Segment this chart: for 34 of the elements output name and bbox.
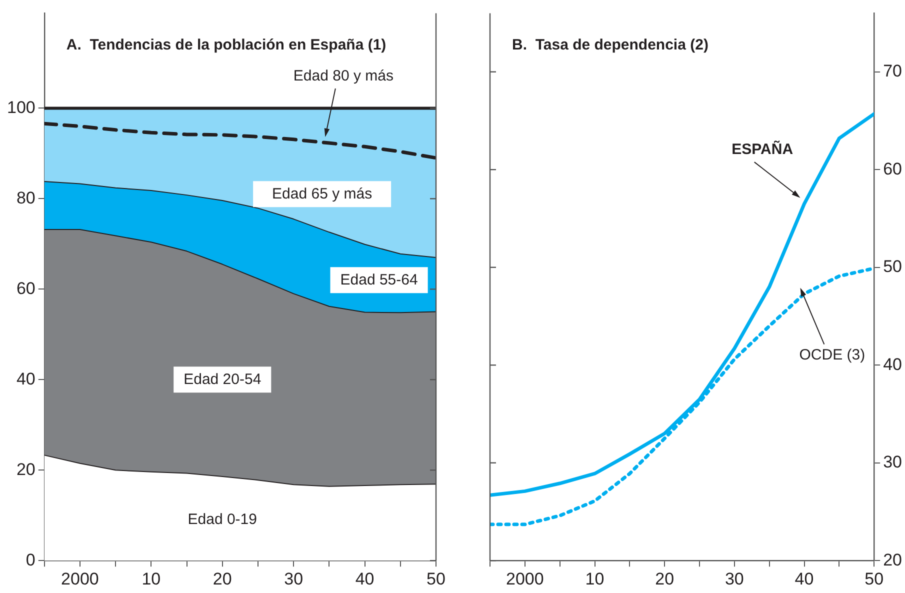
text: B. Tasa de dependencia (2) <box>512 36 708 54</box>
series-label: Edad 55-64 <box>340 271 418 288</box>
text: Edad 80 y más <box>293 68 394 85</box>
x-tick-label: 2000 <box>61 569 99 588</box>
x-tick-label: 20 <box>655 569 674 588</box>
text: A. Tendencias de la población en España (1) <box>66 36 386 54</box>
text: ESPAÑA <box>732 140 794 158</box>
x-tick-label: 10 <box>585 569 604 588</box>
x-tick-label: 30 <box>284 569 304 588</box>
x-tick-label: 10 <box>142 569 161 588</box>
y-tick-label: 40 <box>16 369 36 388</box>
y-tick-label: 100 <box>6 98 36 117</box>
y-tick-label: 50 <box>883 257 902 276</box>
x-tick-label: 20 <box>212 569 232 588</box>
y-tick-label: 60 <box>883 159 902 178</box>
y-tick-label: 20 <box>883 550 902 570</box>
y-tick-label: 60 <box>16 278 36 298</box>
x-tick-label: 40 <box>355 569 374 588</box>
x-tick-label: 2000 <box>506 569 544 588</box>
series-label: Edad 0-19 <box>188 511 257 528</box>
line-series <box>44 122 436 160</box>
y-tick-label: 0 <box>26 550 36 570</box>
x-tick-label: 30 <box>724 569 744 588</box>
x-tick-label: 50 <box>864 569 884 588</box>
x-tick-label: 50 <box>426 569 446 588</box>
x-tick-label: 40 <box>794 569 814 588</box>
series-label: Edad 65 y más <box>272 185 372 202</box>
y-tick-label: 20 <box>16 460 36 479</box>
y-tick-label: 70 <box>883 62 902 81</box>
series-label: Edad 20-54 <box>184 370 262 388</box>
y-tick-label: 80 <box>16 188 36 208</box>
y-tick-label: 30 <box>883 452 902 472</box>
y-tick-label: 40 <box>883 354 902 374</box>
text: OCDE (3) <box>799 346 866 364</box>
